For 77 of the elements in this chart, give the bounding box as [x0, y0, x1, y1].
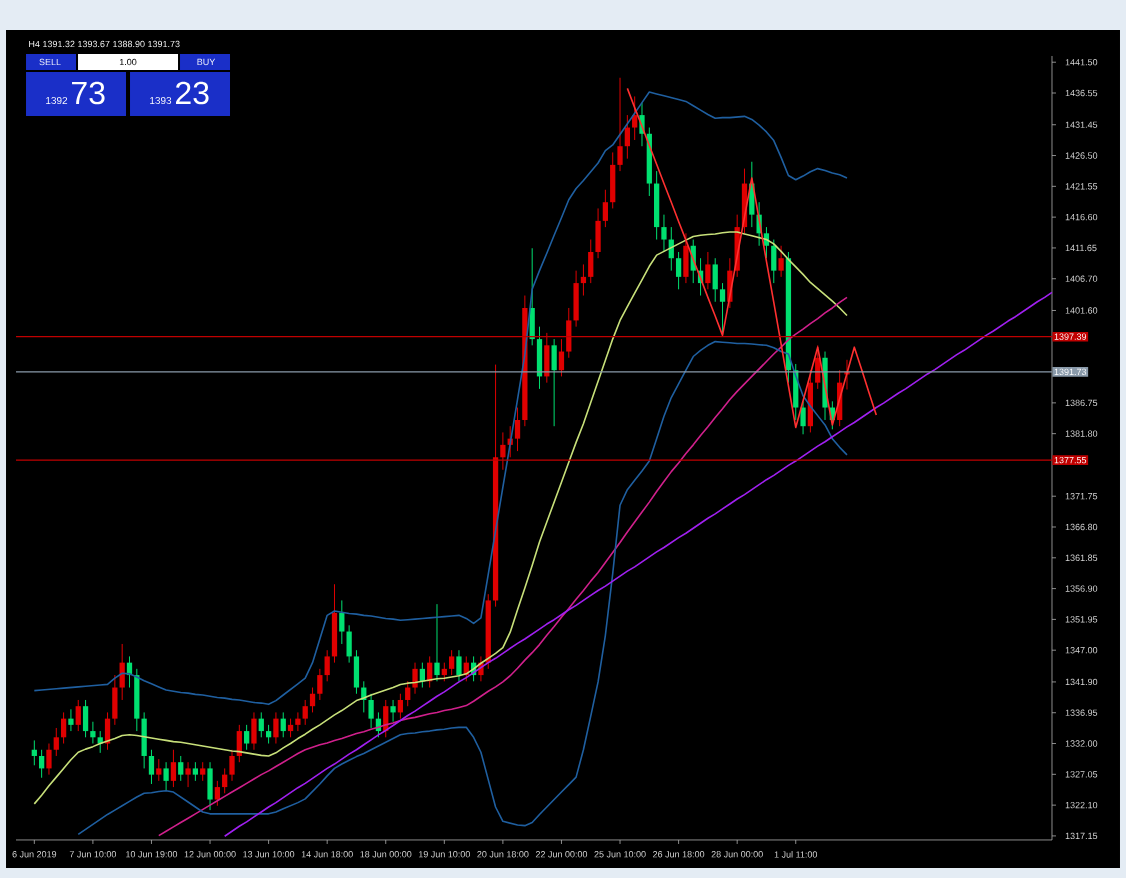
candlestick: [68, 708, 74, 732]
candlestick: [500, 431, 506, 471]
candlestick: [31, 739, 37, 766]
candlestick: [778, 245, 784, 278]
candlestick: [200, 761, 206, 782]
candlestick: [82, 699, 89, 738]
candlestick: [287, 718, 294, 738]
candlestick: [75, 699, 81, 732]
candlestick: [412, 662, 418, 695]
candlestick: [602, 189, 609, 228]
candlestick: [156, 758, 162, 782]
candlestick: [514, 407, 521, 452]
candlestick: [39, 749, 45, 779]
candlestick: [719, 282, 726, 334]
candlestick: [244, 724, 250, 751]
candlestick: [705, 251, 711, 290]
candlestick: [353, 649, 360, 695]
candlestick: [207, 761, 213, 811]
candlestick: [302, 699, 308, 726]
annotation: 23: [176, 81, 209, 105]
candlestick: [566, 307, 572, 359]
candlestick: [624, 114, 630, 160]
candlestick: [390, 699, 396, 723]
candlestick: [632, 95, 638, 141]
candlestick: [558, 338, 565, 377]
candlestick: [163, 761, 169, 791]
candlestick: [610, 151, 616, 209]
candlestick: [588, 239, 594, 284]
candlestick: [617, 77, 623, 172]
candlestick: [324, 649, 330, 682]
candlestick: [90, 721, 96, 745]
candlestick: [46, 743, 52, 776]
candlestick: [771, 239, 777, 284]
candlestick: [441, 662, 447, 682]
candlestick: [185, 761, 191, 788]
candlestick: [273, 711, 279, 745]
candlestick: [595, 207, 601, 259]
candlestick: [141, 711, 147, 769]
candlestick: [529, 247, 535, 346]
candlestick: [368, 693, 374, 729]
annotation: 73: [72, 81, 105, 105]
candlestick: [214, 780, 220, 807]
candlestick: [53, 727, 59, 757]
candlestick: [236, 724, 242, 763]
candlestick: [712, 257, 718, 303]
candlestick: [580, 263, 587, 297]
candlestick: [280, 711, 286, 738]
candlestick: [551, 338, 557, 427]
candlestick: [112, 674, 118, 726]
candlestick: [434, 603, 440, 682]
candlestick: [456, 649, 462, 682]
candlestick: [317, 668, 323, 701]
candlestick: [683, 232, 689, 284]
candlestick: [229, 749, 235, 782]
candlestick: [222, 767, 228, 794]
candlestick: [339, 599, 345, 645]
candlestick: [405, 680, 411, 707]
candlestick: [397, 693, 404, 720]
candlestick: [331, 583, 338, 664]
candlestick: [251, 711, 257, 751]
candlestick: [800, 400, 806, 435]
candlestick: [295, 711, 301, 732]
candlestick: [60, 711, 67, 745]
candlestick: [661, 214, 667, 253]
candlestick: [148, 749, 155, 785]
candlestick: [258, 711, 264, 738]
candlestick: [449, 649, 455, 676]
candlestick: [346, 624, 352, 664]
candlestick: [192, 761, 199, 782]
candlestick: [309, 687, 316, 713]
candlestick: [178, 755, 184, 782]
candlestick: [654, 170, 660, 241]
candlestick: [170, 749, 177, 788]
candlestick: [675, 251, 682, 290]
candlestick: [573, 270, 579, 328]
candlestick: [134, 668, 140, 732]
candlestick: [265, 724, 272, 745]
